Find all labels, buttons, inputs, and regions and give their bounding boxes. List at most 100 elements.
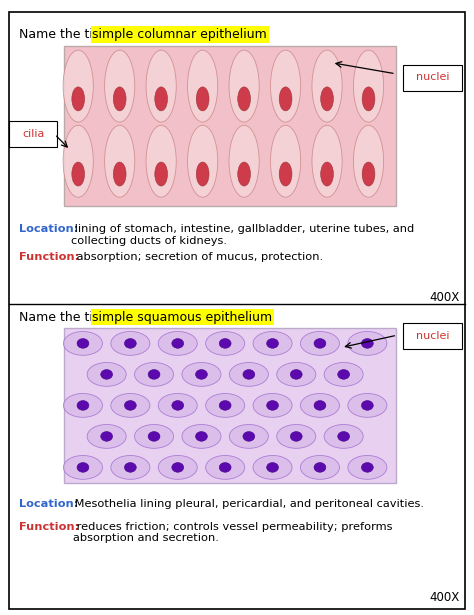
Ellipse shape xyxy=(314,462,326,472)
Ellipse shape xyxy=(182,424,221,448)
Ellipse shape xyxy=(111,456,150,479)
Ellipse shape xyxy=(354,50,383,122)
Ellipse shape xyxy=(279,87,292,111)
Ellipse shape xyxy=(146,125,176,197)
Ellipse shape xyxy=(64,456,102,479)
Ellipse shape xyxy=(354,125,383,197)
Ellipse shape xyxy=(253,331,292,355)
Ellipse shape xyxy=(105,50,135,122)
Ellipse shape xyxy=(124,400,137,410)
Ellipse shape xyxy=(266,339,278,348)
Ellipse shape xyxy=(196,87,209,111)
Ellipse shape xyxy=(219,462,231,472)
Ellipse shape xyxy=(206,456,245,479)
Ellipse shape xyxy=(321,87,333,111)
Text: Mesothelia lining pleural, pericardial, and peritoneal cavities.: Mesothelia lining pleural, pericardial, … xyxy=(71,499,424,509)
Ellipse shape xyxy=(135,362,173,386)
Ellipse shape xyxy=(155,162,167,186)
Ellipse shape xyxy=(361,400,374,410)
Text: Function:: Function: xyxy=(19,522,79,531)
Ellipse shape xyxy=(113,162,126,186)
Ellipse shape xyxy=(271,50,301,122)
Ellipse shape xyxy=(64,394,102,418)
Ellipse shape xyxy=(229,50,259,122)
Ellipse shape xyxy=(314,400,326,410)
Ellipse shape xyxy=(63,50,93,122)
FancyBboxPatch shape xyxy=(9,121,57,147)
Ellipse shape xyxy=(64,331,102,355)
FancyBboxPatch shape xyxy=(64,46,396,206)
Ellipse shape xyxy=(253,394,292,418)
Ellipse shape xyxy=(301,394,339,418)
Ellipse shape xyxy=(279,162,292,186)
Text: 400X: 400X xyxy=(429,292,460,304)
FancyBboxPatch shape xyxy=(403,323,462,349)
FancyBboxPatch shape xyxy=(9,12,465,609)
Text: Name the tissue:: Name the tissue: xyxy=(19,311,130,323)
Ellipse shape xyxy=(277,424,316,448)
Ellipse shape xyxy=(182,362,221,386)
Ellipse shape xyxy=(87,424,126,448)
Ellipse shape xyxy=(105,125,135,197)
Text: 400X: 400X xyxy=(429,591,460,604)
Ellipse shape xyxy=(135,424,173,448)
Ellipse shape xyxy=(312,50,342,122)
Ellipse shape xyxy=(206,394,245,418)
Ellipse shape xyxy=(324,362,363,386)
Ellipse shape xyxy=(219,400,231,410)
Ellipse shape xyxy=(100,370,113,379)
FancyBboxPatch shape xyxy=(403,65,462,91)
Ellipse shape xyxy=(155,87,167,111)
Ellipse shape xyxy=(188,50,218,122)
Ellipse shape xyxy=(100,432,113,441)
Ellipse shape xyxy=(77,400,89,410)
Ellipse shape xyxy=(229,362,268,386)
Ellipse shape xyxy=(312,125,342,197)
Text: Name the tissue:: Name the tissue: xyxy=(19,28,130,41)
Ellipse shape xyxy=(124,462,137,472)
Text: Location:: Location: xyxy=(19,224,78,234)
Ellipse shape xyxy=(337,432,349,441)
Ellipse shape xyxy=(72,162,84,186)
Text: Function:: Function: xyxy=(19,252,79,262)
Ellipse shape xyxy=(290,370,302,379)
Ellipse shape xyxy=(196,162,209,186)
Ellipse shape xyxy=(321,162,333,186)
Ellipse shape xyxy=(206,331,245,355)
Ellipse shape xyxy=(301,456,339,479)
Ellipse shape xyxy=(361,339,374,348)
Ellipse shape xyxy=(238,162,250,186)
Ellipse shape xyxy=(271,125,301,197)
Text: absorption; secretion of mucus, protection.: absorption; secretion of mucus, protecti… xyxy=(73,252,324,262)
Ellipse shape xyxy=(229,424,268,448)
Ellipse shape xyxy=(301,331,339,355)
Text: simple columnar epithelium: simple columnar epithelium xyxy=(92,28,267,41)
Ellipse shape xyxy=(348,331,387,355)
Ellipse shape xyxy=(348,394,387,418)
Ellipse shape xyxy=(77,339,89,348)
Ellipse shape xyxy=(243,370,255,379)
Ellipse shape xyxy=(148,432,160,441)
Ellipse shape xyxy=(146,50,176,122)
Ellipse shape xyxy=(362,162,375,186)
Ellipse shape xyxy=(348,456,387,479)
Text: Location:: Location: xyxy=(19,499,78,509)
Ellipse shape xyxy=(111,331,150,355)
Ellipse shape xyxy=(72,87,84,111)
Ellipse shape xyxy=(253,456,292,479)
Text: cilia: cilia xyxy=(22,129,45,139)
Ellipse shape xyxy=(290,432,302,441)
Text: reduces friction; controls vessel permeability; preforms
absorption and secretio: reduces friction; controls vessel permea… xyxy=(73,522,393,543)
Ellipse shape xyxy=(266,462,278,472)
Ellipse shape xyxy=(172,339,184,348)
Ellipse shape xyxy=(229,125,259,197)
Text: simple squamous epithelium: simple squamous epithelium xyxy=(92,311,273,323)
Text: nuclei: nuclei xyxy=(416,331,449,341)
Ellipse shape xyxy=(195,370,207,379)
Ellipse shape xyxy=(158,394,197,418)
Ellipse shape xyxy=(158,331,197,355)
Ellipse shape xyxy=(266,400,278,410)
FancyBboxPatch shape xyxy=(64,328,396,483)
Ellipse shape xyxy=(148,370,160,379)
Ellipse shape xyxy=(124,339,137,348)
